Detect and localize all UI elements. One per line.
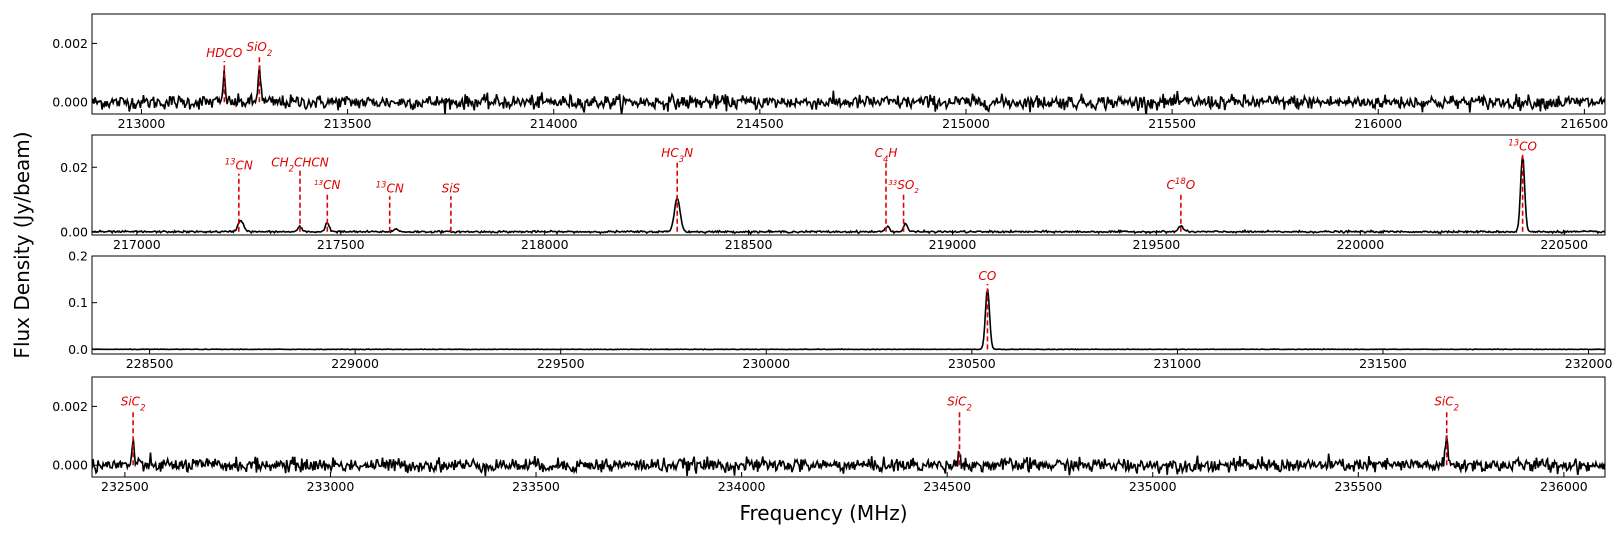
line-label-4-3: SiC2 [1434,394,1459,413]
y-axis-title: Flux Density (Jy/beam) [10,131,34,358]
x-tick-label-1-2: 213500 [324,116,372,131]
x-tick-label-3-5: 230500 [948,356,996,371]
x-tick-label-2-7: 220000 [1336,237,1384,252]
line-label-2-4: 13CN [376,180,404,195]
x-tick-label-4-5: 234500 [923,479,971,494]
line-label-1-1: HDCO [206,46,242,60]
x-tick-label-2-5: 219000 [929,237,977,252]
line-label-4-2: SiC2 [947,394,972,413]
line-label-3-1: CO [979,269,997,283]
y-tick-label-2-1: 0.00 [60,224,88,239]
x-tick-label-3-4: 230000 [742,356,790,371]
x-tick-label-1-8: 216500 [1561,116,1609,131]
panel-frame-4 [91,376,1606,478]
panel-frame-1 [91,13,1606,115]
line-label-2-5: SiS [442,181,461,195]
x-tick-label-2-1: 217000 [113,237,161,252]
x-tick-label-4-8: 236000 [1540,479,1588,494]
x-tick-label-4-6: 235000 [1129,479,1177,494]
x-tick-label-3-3: 229500 [537,356,585,371]
x-tick-label-2-8: 220500 [1540,237,1588,252]
x-tick-label-1-5: 215000 [942,116,990,131]
spectrum-line-3 [92,289,1605,351]
panel-2: 13CN CH2CHCN 13CN 13CN SiS HC3N C4H 33SO2 C18O 13… [60,134,1606,252]
x-tick-label-3-2: 229000 [331,356,379,371]
y-tick-label-3-3: 0.2 [68,249,88,264]
x-tick-label-1-6: 215500 [1148,116,1196,131]
x-tick-label-3-6: 231000 [1154,356,1202,371]
x-tick-label-1-1: 213000 [118,116,166,131]
panel-4: SiC2 SiC2 SiC2 232500 233000 233500 234000 2345… [52,376,1606,494]
x-tick-label-2-3: 218000 [521,237,569,252]
line-label-2-9: C18O [1167,177,1196,192]
x-tick-label-4-2: 233000 [307,479,355,494]
x-tick-label-2-4: 218500 [725,237,773,252]
line-label-2-10: 13CO [1508,138,1537,153]
line-label-1-2: SiO2 [246,40,272,59]
x-tick-label-4-4: 234000 [718,479,766,494]
line-label-2-8: 33SO2 [888,178,919,195]
line-label-2-1: 13CN [225,158,253,173]
x-tick-label-1-3: 214000 [530,116,578,131]
x-tick-label-3-1: 228500 [126,356,174,371]
y-tick-label-2-2: 0.02 [60,160,88,175]
x-tick-label-4-3: 233500 [512,479,560,494]
x-tick-label-2-6: 219500 [1133,237,1181,252]
line-label-2-7: C4H [875,146,898,165]
panel-3: CO 228500 229000 229500 230000 230500 231000 23… [68,249,1612,372]
line-label-2-2: CH2CHCN [271,155,329,174]
x-tick-label-4-7: 235500 [1334,479,1382,494]
y-tick-label-1-2: 0.002 [52,36,88,51]
spectrum-line-4 [92,435,1605,477]
x-axis-title: Frequency (MHz) [739,501,907,525]
y-tick-label-4-2: 0.002 [52,399,88,414]
panel-frame-2 [91,134,1606,236]
line-label-4-1: SiC2 [121,394,146,413]
line-label-2-6: HC3N [661,146,693,165]
spectrum-line-1 [92,65,1605,114]
x-tick-label-2-2: 217500 [317,237,365,252]
x-tick-label-4-1: 232500 [101,479,149,494]
spectrum-line-2 [92,156,1605,235]
panel-frame-3 [91,255,1606,355]
y-tick-label-4-1: 0.000 [52,458,88,473]
y-tick-label-1-1: 0.000 [52,95,88,110]
y-tick-label-3-1: 0.0 [68,342,88,357]
x-tick-label-3-7: 231500 [1359,356,1407,371]
x-tick-label-1-4: 214500 [736,116,784,131]
panel-1: HDCO SiO2 213000 213500 214000 214500 215000 21… [52,13,1609,131]
line-label-2-3: 13CN [314,178,340,192]
y-tick-label-3-2: 0.1 [68,295,88,310]
x-tick-label-1-7: 216000 [1354,116,1402,131]
x-tick-label-3-8: 232000 [1565,356,1613,371]
